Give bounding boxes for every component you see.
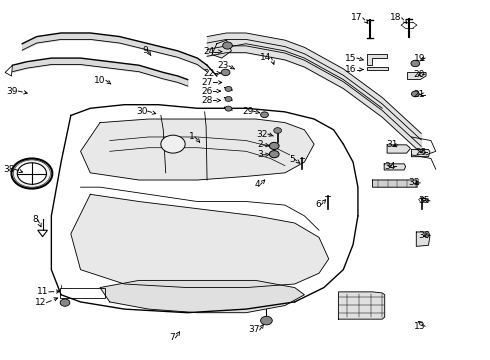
Text: 9: 9 bbox=[142, 46, 147, 55]
Circle shape bbox=[270, 150, 279, 158]
Circle shape bbox=[221, 69, 230, 76]
Text: 29: 29 bbox=[242, 107, 253, 116]
Circle shape bbox=[270, 142, 279, 149]
Text: 23: 23 bbox=[218, 62, 229, 71]
Text: 36: 36 bbox=[418, 231, 430, 240]
Polygon shape bbox=[387, 145, 411, 153]
Text: 20: 20 bbox=[414, 70, 425, 79]
Text: 17: 17 bbox=[351, 13, 363, 22]
Text: 39: 39 bbox=[7, 86, 18, 95]
Text: 8: 8 bbox=[32, 215, 38, 224]
Text: 2: 2 bbox=[257, 140, 263, 149]
Circle shape bbox=[274, 128, 282, 134]
Circle shape bbox=[60, 299, 70, 306]
Circle shape bbox=[225, 106, 232, 111]
Circle shape bbox=[412, 91, 419, 97]
Text: 30: 30 bbox=[136, 107, 147, 116]
Text: 19: 19 bbox=[414, 54, 425, 63]
Text: 27: 27 bbox=[201, 78, 213, 87]
Circle shape bbox=[17, 163, 47, 184]
Text: 38: 38 bbox=[3, 165, 15, 174]
Polygon shape bbox=[367, 67, 388, 69]
Text: 33: 33 bbox=[409, 178, 420, 187]
Circle shape bbox=[261, 316, 272, 325]
Text: 4: 4 bbox=[255, 180, 261, 189]
Circle shape bbox=[225, 96, 232, 102]
Polygon shape bbox=[367, 54, 387, 65]
Text: 22: 22 bbox=[203, 69, 214, 78]
Text: 14: 14 bbox=[260, 53, 271, 62]
Text: 35: 35 bbox=[418, 196, 430, 205]
Text: 10: 10 bbox=[95, 76, 106, 85]
Circle shape bbox=[161, 135, 185, 153]
Polygon shape bbox=[339, 292, 385, 319]
Text: 26: 26 bbox=[201, 86, 213, 95]
Polygon shape bbox=[412, 149, 430, 157]
Text: 7: 7 bbox=[170, 333, 175, 342]
Text: 16: 16 bbox=[345, 65, 357, 74]
Polygon shape bbox=[80, 119, 314, 180]
Text: 31: 31 bbox=[386, 140, 398, 149]
Text: 28: 28 bbox=[201, 96, 213, 105]
Text: 6: 6 bbox=[316, 200, 321, 209]
Text: 15: 15 bbox=[345, 54, 357, 63]
Circle shape bbox=[222, 42, 232, 49]
Text: 1: 1 bbox=[189, 132, 195, 141]
Text: 25: 25 bbox=[416, 148, 427, 157]
Text: 32: 32 bbox=[257, 130, 268, 139]
Polygon shape bbox=[372, 180, 417, 187]
Polygon shape bbox=[384, 164, 406, 170]
Text: 34: 34 bbox=[385, 162, 396, 171]
Text: 37: 37 bbox=[248, 325, 260, 334]
Polygon shape bbox=[416, 232, 430, 246]
Polygon shape bbox=[71, 194, 329, 288]
Circle shape bbox=[411, 60, 420, 67]
Circle shape bbox=[11, 158, 52, 189]
Text: 21: 21 bbox=[414, 90, 425, 99]
Text: 3: 3 bbox=[257, 150, 263, 159]
Polygon shape bbox=[408, 72, 426, 80]
Circle shape bbox=[225, 86, 232, 91]
Text: 5: 5 bbox=[289, 155, 294, 164]
Circle shape bbox=[261, 112, 269, 118]
Text: 12: 12 bbox=[35, 298, 47, 307]
Text: 11: 11 bbox=[37, 287, 49, 296]
Polygon shape bbox=[212, 40, 231, 58]
Text: 18: 18 bbox=[390, 13, 402, 22]
Polygon shape bbox=[100, 280, 304, 313]
Text: 13: 13 bbox=[414, 322, 425, 331]
Text: 24: 24 bbox=[203, 47, 214, 56]
